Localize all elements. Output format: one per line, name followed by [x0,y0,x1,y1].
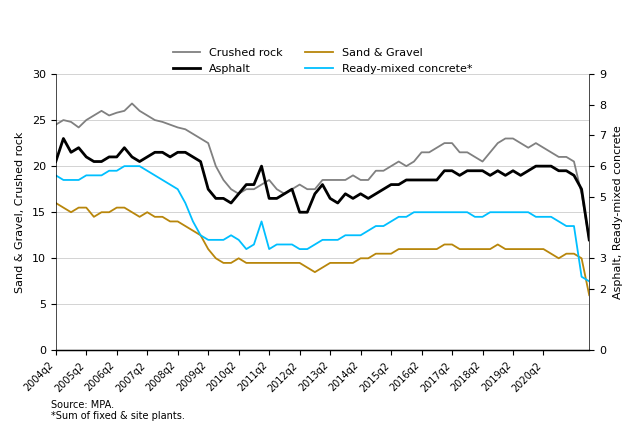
Ready-mixed concrete* [318,237,326,243]
Sand & Gravel [250,260,258,265]
Asphalt [212,196,219,201]
Asphalt [75,145,82,150]
Crushed rock [563,154,570,160]
Asphalt [463,168,471,173]
Sand & Gravel [586,292,593,298]
Ready-mixed concrete* [121,163,128,169]
Asphalt [52,159,59,164]
Asphalt [586,237,593,243]
Crushed rock [128,101,136,106]
Sand & Gravel [52,200,59,206]
Crushed rock [318,178,326,183]
Ready-mixed concrete* [463,210,471,215]
Ready-mixed concrete* [212,237,219,243]
Y-axis label: Sand & Gravel, Crushed rock: Sand & Gravel, Crushed rock [15,132,25,293]
Asphalt [380,187,387,192]
Asphalt [318,182,326,187]
Ready-mixed concrete* [563,224,570,229]
Crushed rock [380,168,387,173]
Sand & Gravel [555,256,563,261]
Line: Crushed rock: Crushed rock [56,104,590,240]
Text: Source: MPA.
*Sum of fixed & site plants.: Source: MPA. *Sum of fixed & site plants… [51,400,185,421]
Sand & Gravel [311,270,319,275]
Y-axis label: Asphalt, Ready-mixed concrete: Asphalt, Ready-mixed concrete [613,126,623,299]
Ready-mixed concrete* [380,224,387,229]
Crushed rock [67,120,75,125]
Sand & Gravel [204,246,212,252]
Sand & Gravel [67,210,75,215]
Crushed rock [52,122,59,127]
Asphalt [563,168,570,173]
Crushed rock [212,163,219,169]
Ready-mixed concrete* [52,173,59,178]
Ready-mixed concrete* [586,279,593,284]
Line: Asphalt: Asphalt [56,138,590,240]
Legend: Crushed rock, Asphalt, Sand & Gravel, Ready-mixed concrete*: Crushed rock, Asphalt, Sand & Gravel, Re… [168,43,477,78]
Ready-mixed concrete* [67,178,75,183]
Line: Sand & Gravel: Sand & Gravel [56,203,590,295]
Sand & Gravel [372,251,380,256]
Crushed rock [463,150,471,155]
Asphalt [59,136,67,141]
Line: Ready-mixed concrete*: Ready-mixed concrete* [56,166,590,281]
Crushed rock [586,237,593,243]
